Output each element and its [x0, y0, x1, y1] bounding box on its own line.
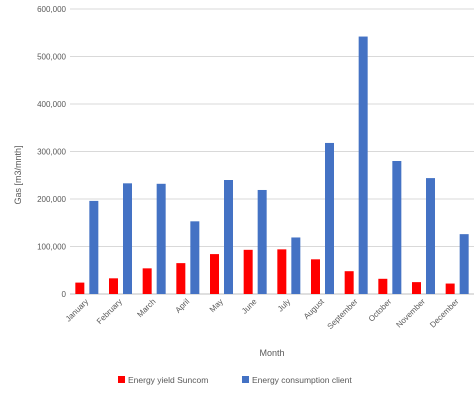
y-tick-label: 200,000: [37, 195, 66, 204]
y-tick-label: 100,000: [37, 243, 66, 252]
bar-energy-consumption-december: [459, 234, 469, 294]
bar-energy-consumption-september: [358, 36, 368, 295]
bar-energy-yield-april: [176, 263, 186, 294]
bar-energy-yield-october: [378, 278, 388, 294]
bar-energy-yield-january: [75, 282, 85, 294]
bar-energy-consumption-november: [426, 178, 435, 294]
bars: [75, 36, 469, 295]
x-tick-label-july: July: [276, 297, 292, 313]
bar-energy-yield-february: [109, 278, 118, 294]
y-axis-title: Gas [m3/mnth]: [13, 145, 23, 204]
bar-energy-consumption-april: [190, 221, 200, 294]
x-tick-label-december: December: [428, 297, 461, 330]
y-tick-label: 400,000: [37, 100, 66, 109]
bar-energy-yield-march: [142, 268, 152, 294]
bar-energy-consumption-october: [392, 161, 402, 294]
x-tick-label-january: January: [64, 297, 90, 323]
bar-energy-yield-june: [243, 249, 253, 294]
x-tick-label-june: June: [240, 297, 259, 316]
x-tick-label-november: November: [394, 297, 427, 330]
bar-energy-consumption-february: [123, 183, 132, 294]
bar-energy-yield-november: [412, 282, 421, 294]
y-axis-tick-labels: 0 100,000 200,000 300,000 400,000 500,000 600,…: [37, 5, 66, 299]
y-tick-label: 0: [62, 290, 67, 299]
legend-swatch: [242, 376, 249, 383]
bar-energy-consumption-march: [156, 183, 166, 294]
gridlines: [70, 8, 474, 295]
x-tick-label-february: February: [95, 297, 124, 326]
x-tick-label-october: October: [367, 297, 394, 324]
y-tick-label: 600,000: [37, 5, 66, 14]
y-tick-label: 300,000: [37, 148, 66, 157]
x-tick-label-april: April: [174, 297, 192, 315]
bar-energy-yield-july: [277, 249, 287, 294]
x-axis-title: Month: [259, 348, 284, 358]
bar-energy-yield-september: [344, 271, 354, 294]
x-tick-label-september: September: [326, 297, 360, 331]
legend-label: Energy consumption client: [252, 375, 352, 385]
bar-energy-yield-may: [210, 254, 219, 294]
bar-energy-consumption-january: [89, 200, 99, 294]
y-tick-label: 500,000: [37, 53, 66, 62]
x-axis-tick-labels: January February March April May June July Augu…: [64, 297, 461, 332]
x-tick-label-march: March: [135, 297, 157, 319]
bar-energy-consumption-may: [224, 180, 233, 294]
x-tick-label-may: May: [208, 297, 225, 314]
bar-energy-consumption-july: [291, 237, 301, 294]
x-tick-label-august: August: [302, 297, 327, 322]
legend-label: Energy yield Suncom: [128, 375, 208, 385]
bar-energy-consumption-august: [325, 142, 334, 294]
bar-energy-yield-december: [445, 283, 455, 294]
legend-swatch: [118, 376, 125, 383]
bar-energy-yield-august: [311, 259, 320, 294]
bar-energy-consumption-june: [257, 189, 267, 294]
legend: Energy yield Suncom Energy consumption cl…: [118, 375, 352, 385]
